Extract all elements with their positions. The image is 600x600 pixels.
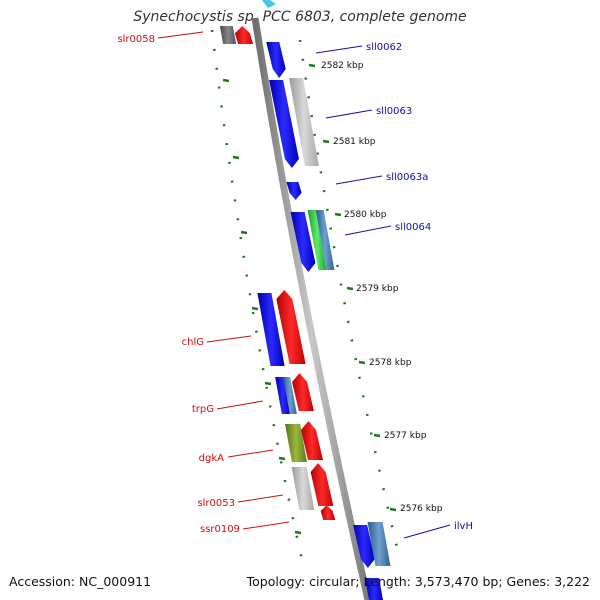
genome-title: Synechocystis sp. PCC 6803, complete gen… — [133, 9, 467, 25]
gene-slr0058-dark[interactable] — [219, 26, 237, 44]
gene-slr0058[interactable] — [234, 26, 254, 44]
gene-label-ssr0109[interactable]: ssr0109 — [200, 524, 240, 535]
gene-dgkA[interactable] — [300, 421, 324, 460]
gene-label-sll0063[interactable]: sll0063 — [376, 106, 412, 117]
gene-trpG[interactable] — [292, 373, 314, 411]
genome-backbone — [251, 0, 372, 600]
gene-label-chlG[interactable]: chlG — [182, 337, 204, 348]
gene-bottom-blue[interactable] — [365, 578, 383, 600]
accession-text: Accession: NC_000911 — [9, 574, 152, 589]
kbp-tick-left — [222, 78, 230, 83]
kbp-label: 2576 kbp — [400, 504, 443, 514]
kbp-label: 2579 kbp — [356, 284, 399, 294]
kbp-tick-left — [240, 230, 248, 235]
gene-label-ilvH[interactable]: ilvH — [454, 521, 473, 532]
gene-label-dgkA[interactable]: dgkA — [199, 453, 224, 464]
leader-line — [403, 524, 451, 539]
kbp-tick-right — [322, 139, 330, 144]
gene-sll0064-steel[interactable] — [315, 210, 335, 270]
gene-sll0062[interactable] — [266, 42, 286, 78]
gene-sll0063a[interactable] — [286, 182, 302, 200]
gene-label-sll0063a[interactable]: sll0063a — [386, 172, 428, 183]
leader-line — [227, 449, 274, 458]
leader-line — [344, 225, 392, 236]
gene-dgkA-olive[interactable] — [285, 424, 307, 462]
gene-slr0053-grey[interactable] — [291, 467, 315, 510]
gene-ssr0109[interactable] — [320, 505, 336, 520]
kbp-tick-right — [334, 212, 342, 217]
leader-line — [325, 109, 373, 119]
kbp-label: 2577 kbp — [384, 431, 427, 441]
leader-line — [216, 400, 264, 410]
kbp-tick-right — [358, 360, 366, 365]
leader-line — [237, 494, 284, 503]
kbp-label: 2582 kbp — [321, 61, 364, 71]
gene-trpG-steel[interactable] — [283, 377, 297, 414]
gene-label-slr0058[interactable]: slr0058 — [117, 34, 155, 45]
kbp-tick-left — [232, 155, 240, 160]
gene-chlG[interactable] — [276, 290, 306, 364]
gene-label-slr0053[interactable]: slr0053 — [197, 498, 235, 509]
kbp-tick-right — [373, 433, 381, 438]
kbp-ticks — [222, 63, 397, 535]
leader-line — [242, 521, 290, 530]
kbp-tick-right — [346, 286, 354, 291]
label-leader-lines — [157, 31, 451, 539]
gene-ilvH-steel[interactable] — [367, 522, 391, 566]
gene-sll0063-grey[interactable] — [289, 78, 319, 166]
gene-sll0064-green[interactable] — [307, 210, 327, 270]
gene-label-sll0064[interactable]: sll0064 — [395, 222, 431, 233]
gene-labels: slr0058 sll0062 sll0063 sll0063a sll0064… — [117, 34, 473, 535]
leader-line — [206, 335, 252, 343]
topology-text: Topology: circular; Length: 3,573,470 bp… — [246, 574, 590, 589]
kbp-label: 2578 kbp — [369, 358, 412, 368]
gene-label-sll0062[interactable]: sll0062 — [366, 42, 402, 53]
gene-chlG-blue[interactable] — [257, 293, 285, 366]
leader-line — [157, 31, 204, 39]
kbp-label: 2581 kbp — [333, 137, 376, 147]
gene-label-trpG[interactable]: trpG — [192, 404, 214, 415]
gene-sll0064[interactable] — [290, 212, 316, 272]
kbp-tick-right — [389, 507, 397, 512]
leader-line — [315, 45, 363, 54]
gene-trpG-blue[interactable] — [275, 377, 291, 414]
kbp-tick-left — [251, 306, 259, 311]
leader-line — [335, 175, 383, 185]
gene-ilvH[interactable] — [353, 525, 375, 568]
kbp-tick-left — [278, 456, 286, 461]
gene-sll0063[interactable] — [269, 80, 299, 168]
gene-slr0053[interactable] — [310, 463, 334, 506]
kbp-tick-left — [294, 530, 302, 535]
kbp-tick-right — [308, 63, 316, 68]
kbp-label: 2580 kbp — [344, 210, 387, 220]
gene-features — [219, 26, 391, 600]
kbp-labels: 2582 kbp 2581 kbp 2580 kbp 2579 kbp 2578… — [321, 61, 443, 514]
kbp-tick-left — [264, 381, 272, 386]
